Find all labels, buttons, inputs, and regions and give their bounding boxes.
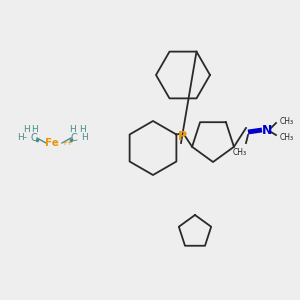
Text: H: H [70,124,76,134]
Text: H: H [79,124,86,134]
Text: CH₃: CH₃ [233,148,247,157]
Text: H-: H- [17,133,27,142]
Text: H: H [32,124,38,134]
Text: H: H [81,133,87,142]
Text: CH₃: CH₃ [280,133,294,142]
Text: N: N [262,124,272,136]
Text: P: P [177,130,187,143]
Text: C: C [31,133,38,143]
Text: H: H [22,124,29,134]
Text: CH₃: CH₃ [280,116,294,125]
Text: Fe: Fe [45,138,59,148]
Text: ++: ++ [61,140,73,146]
Text: C: C [70,133,77,143]
